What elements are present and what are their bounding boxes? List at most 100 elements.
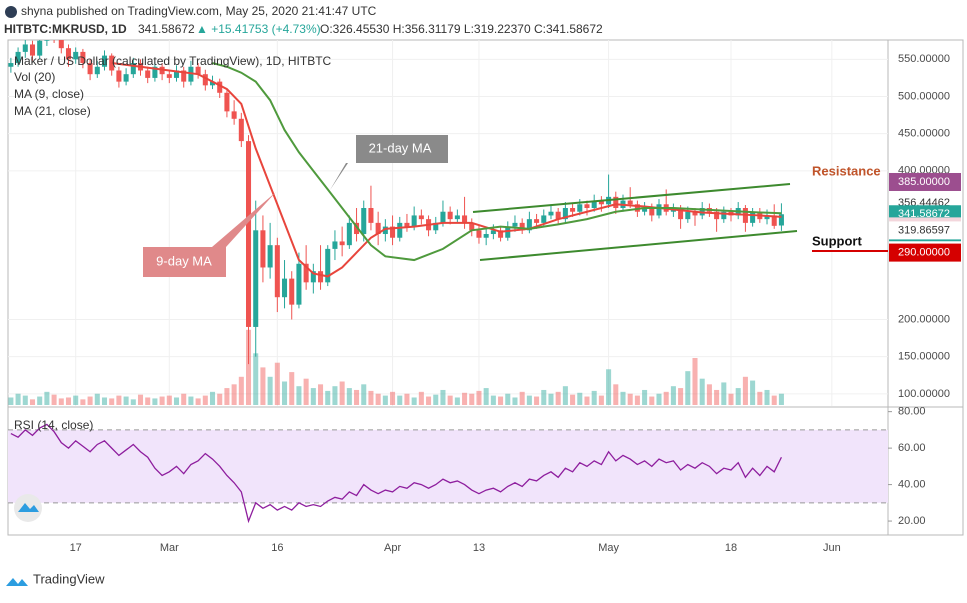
volume-bar [390,391,396,405]
candle-body [173,70,180,78]
ma21-callout [330,135,448,190]
candle-body [591,200,597,209]
volume-bar [426,396,432,405]
footer-brand: TradingView [33,571,105,586]
volume-bar [325,390,331,405]
volume-bar [764,389,770,405]
volume-bar [771,395,777,405]
candle-body [224,92,230,112]
volume-bar [318,384,324,405]
moving-average [212,62,782,262]
candle-body [613,196,619,209]
candle-body [649,208,655,216]
rsi-line [10,423,783,524]
volume-bar [541,389,547,405]
candle-body [8,63,14,67]
candle-body [267,245,273,268]
volume-bar [253,353,259,405]
volume-bar [260,367,266,405]
volume-bar [577,392,583,405]
volume-bar [692,358,698,405]
candle-body [15,51,21,64]
x-tick-label: Apr [384,542,401,554]
price-tag-label: 341.58672 [898,208,950,220]
volume-bar [80,399,86,405]
candle-body [65,48,72,60]
volume-bar [447,395,453,405]
rsi-band [8,429,888,503]
volume-bar [656,393,662,405]
candle-body [195,66,201,75]
candle-body [303,263,309,283]
volume-bar [742,376,748,405]
candle-body [217,81,223,93]
moving-average [111,62,782,278]
volume-bar [685,371,691,405]
candle-body [512,222,518,227]
ma9-callout [143,247,226,277]
avatar [5,6,17,18]
volume-bar [548,393,554,405]
volume-bar [159,396,165,405]
candle-body [498,230,504,238]
x-tick-label: Jun [823,542,841,554]
volume-bar [555,391,561,405]
candle-body [476,230,482,238]
candle-body [685,211,691,220]
candle-body [375,222,381,235]
volume-bar [202,395,208,405]
symbol: HITBTC:MKRUSD, 1D [4,22,127,36]
x-tick-label: May [598,542,619,554]
candle-body [397,222,403,238]
candle-body [555,211,561,220]
candle-body [598,200,604,205]
volume-bar [101,397,108,405]
volume-bar [195,398,201,405]
volume-bar [620,391,626,405]
price-tag [889,243,961,262]
candle-body [310,271,316,283]
volume-bar [282,381,288,405]
volume-bar [29,399,36,405]
ohlc: O:326.45530 H:356.31179 L:319.22370 C:34… [320,22,603,36]
volume-bar [670,386,676,405]
volume-bar [274,362,280,405]
volume-bar [476,390,482,405]
price-tag [889,172,961,191]
resistance-line [472,183,791,213]
volume-bar [246,329,252,405]
support-line [479,230,798,261]
candle-body [433,222,439,231]
candle-body [411,215,417,227]
resistance-label: Resistance [812,163,881,178]
support-label: Support [812,233,862,248]
x-tick-label: 13 [473,542,485,554]
price-pane [8,40,888,406]
candle-body [231,111,237,119]
volume-bar [598,395,604,405]
ma9-label: 9-day MA [156,253,212,268]
volume-bar [505,393,511,405]
candle-body [771,215,777,226]
change: ▲ +15.41753 (+4.73%) [196,22,321,36]
volume-bar [224,388,230,405]
candle-body [22,44,28,52]
y-tick-label: 450.00000 [898,128,950,140]
candle-body [166,74,172,78]
candle-body [253,230,259,327]
volume-bar [649,396,655,405]
volume-bar [591,390,597,405]
candle-body [202,74,208,86]
volume-bar [454,397,460,405]
candle-body [116,70,122,82]
candle-body [289,278,295,305]
candle-body [440,211,446,223]
volume-bar [109,398,115,405]
volume-bar [404,393,410,405]
last-price: 341.58672 [138,22,195,36]
volume-bar [519,391,525,405]
candle-body [541,215,547,223]
candle-body [678,208,684,220]
y-tick-label: 550.00000 [898,53,950,65]
volume-bar [339,381,345,405]
